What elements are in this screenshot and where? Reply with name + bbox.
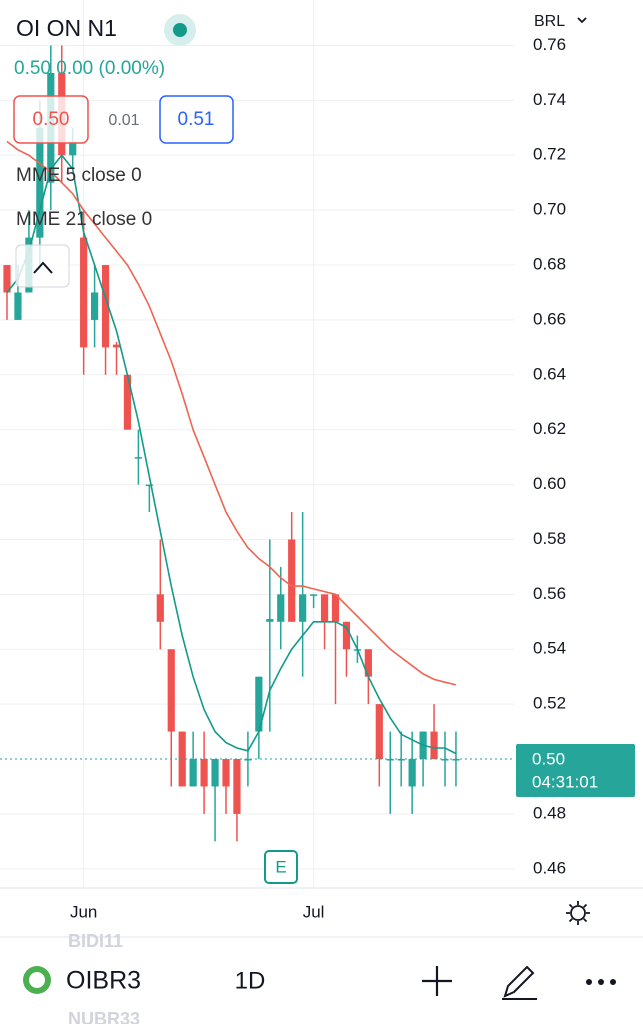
- candle-body: [288, 539, 296, 622]
- candle-body: [80, 237, 88, 348]
- dot: [586, 979, 592, 985]
- legend-entry: MME 5 close 0: [16, 165, 142, 186]
- toolbar-symbol[interactable]: OIBR3: [66, 967, 141, 995]
- candle-body: [134, 457, 142, 459]
- symbol-title: OI ON N1: [16, 15, 117, 41]
- gear-teeth: [566, 901, 590, 925]
- candle-body: [91, 292, 99, 320]
- dot: [610, 979, 616, 985]
- candle-body: [277, 594, 285, 622]
- add-button[interactable]: [422, 966, 452, 996]
- ghost-ticker: BIDI11: [68, 931, 123, 951]
- event-marker[interactable]: [264, 850, 298, 884]
- y-tick-label: 0.56: [533, 584, 566, 603]
- candle-body: [167, 649, 175, 732]
- candle-body: [255, 676, 263, 732]
- candle-body: [14, 292, 22, 320]
- candle-body: [331, 594, 340, 622]
- candle-body: [222, 759, 230, 787]
- candle-body: [452, 759, 460, 761]
- candle-body: [156, 594, 164, 622]
- candle-body: [375, 704, 383, 760]
- ghost-ticker: NUBR33: [68, 1009, 140, 1024]
- time-axis: Jun Jul: [70, 902, 325, 921]
- draw-button[interactable]: [502, 965, 537, 1000]
- y-tick-label: 0.64: [533, 364, 566, 383]
- candle-body: [36, 127, 44, 238]
- collapse-button[interactable]: [15, 244, 70, 288]
- y-tick-label: 0.58: [533, 529, 566, 548]
- legend-entry: MME 21 close 0: [16, 209, 152, 230]
- gear-icon: [570, 905, 586, 921]
- candle-body: [123, 374, 132, 430]
- candle-body: [178, 731, 186, 787]
- ask-price: 0.51: [178, 109, 215, 130]
- candle-body: [386, 759, 394, 761]
- y-tick-label: 0.54: [533, 639, 566, 658]
- currency[interactable]: BRL: [534, 13, 565, 30]
- candle-body: [233, 759, 241, 814]
- candle-body: [310, 594, 318, 596]
- y-tick-label: 0.68: [533, 255, 566, 274]
- x-tick-label: Jul: [303, 902, 325, 921]
- y-tick-label: 0.46: [533, 858, 566, 877]
- candle-body: [244, 759, 252, 761]
- moving-average-line: [6, 140, 457, 686]
- candle-body: [200, 759, 208, 787]
- symbol-logo-inner: [29, 972, 45, 988]
- price-axis: 0.46 0.48 0.52 0.54 0.56 0.58 0.60 0.62 0.64 0.66…: [516, 35, 635, 877]
- candle-body: [211, 759, 219, 787]
- price-change: 0.50 0.00 (0.00%): [14, 58, 165, 79]
- spread: 0.01: [108, 112, 139, 129]
- y-tick-label: 0.74: [533, 90, 566, 109]
- dot: [598, 979, 604, 985]
- bid-button[interactable]: [13, 95, 89, 144]
- collapse-icon: [33, 261, 53, 274]
- status-dot: [173, 23, 187, 37]
- candle-body: [3, 265, 11, 293]
- candle-body: [408, 759, 416, 787]
- candle-body: [189, 759, 197, 787]
- y-tick-label: 0.52: [533, 694, 566, 713]
- y-tick-label: 0.70: [533, 200, 566, 219]
- candle-body: [101, 265, 110, 348]
- candle-body: [441, 759, 449, 761]
- y-tick-label: 0.76: [533, 35, 566, 54]
- candle-body: [430, 731, 438, 760]
- currency-caret: [577, 17, 587, 24]
- countdown: 04:31:01: [532, 773, 598, 792]
- candle-body: [397, 759, 405, 761]
- event-marker-label: E: [275, 857, 286, 876]
- candle-body: [266, 619, 274, 622]
- y-tick-label: 0.60: [533, 474, 566, 493]
- last-price-label: 0.50: [532, 750, 565, 769]
- x-tick-label: Jun: [70, 902, 97, 921]
- candle-body: [299, 594, 307, 622]
- y-tick-label: 0.72: [533, 145, 566, 164]
- y-tick-label: 0.66: [533, 309, 566, 328]
- toolbar-interval[interactable]: 1D: [235, 967, 266, 994]
- candle-body: [320, 594, 329, 622]
- y-tick-label: 0.62: [533, 419, 566, 438]
- settings-button[interactable]: [566, 901, 590, 925]
- candle-body: [112, 344, 121, 348]
- candle-body: [364, 649, 372, 677]
- candle-body: [145, 484, 153, 487]
- bid-price: 0.50: [33, 109, 70, 130]
- candle-body: [69, 141, 77, 156]
- last-price-badge: [516, 744, 635, 798]
- moving-average-line: [6, 154, 457, 755]
- candle-body: [342, 621, 351, 650]
- y-tick-label: 0.48: [533, 803, 566, 822]
- more-button[interactable]: [586, 979, 616, 985]
- ask-button[interactable]: [159, 95, 234, 144]
